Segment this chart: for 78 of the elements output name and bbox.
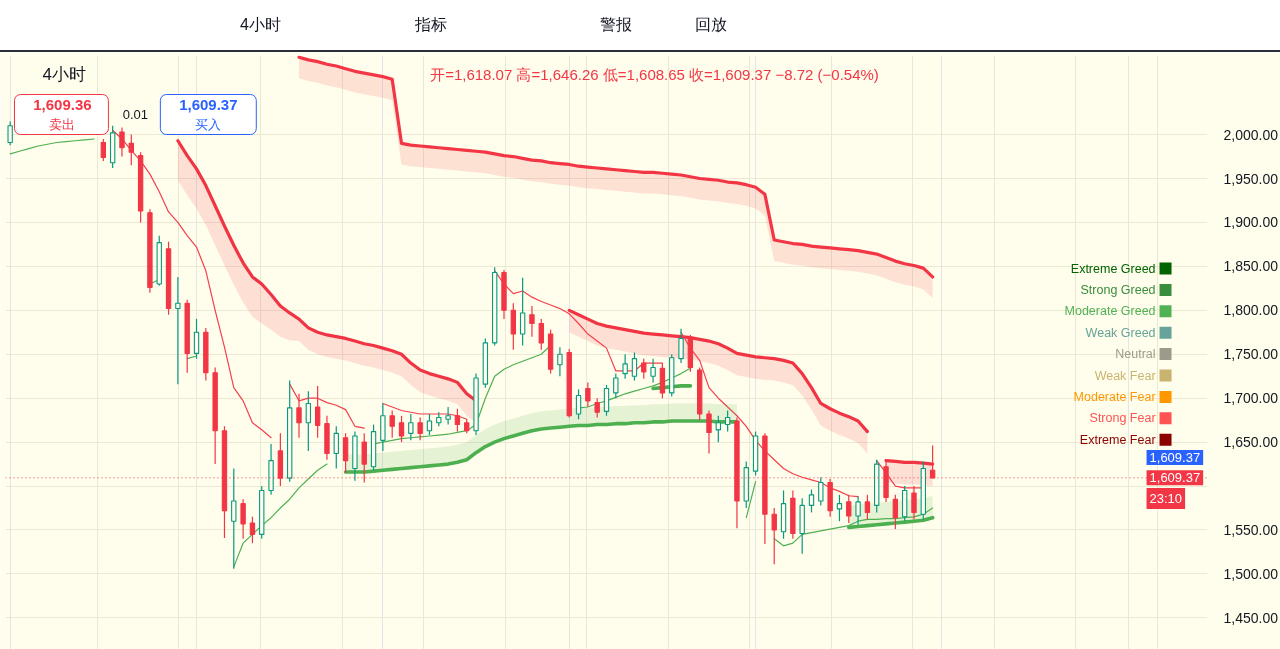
candlestick [231, 467, 237, 570]
y-tick-label: 2,000.00 [1223, 126, 1279, 143]
candlestick [715, 415, 722, 443]
candlestick [650, 358, 656, 383]
text: 回放 [695, 15, 727, 35]
candlestick [193, 318, 200, 360]
candlestick [454, 408, 461, 433]
candlestick [519, 277, 526, 347]
candlestick [389, 409, 395, 439]
ref-line-label: 1,609.37 [1149, 470, 1201, 486]
candlestick [333, 425, 339, 470]
candlestick [855, 496, 861, 526]
text: 指标 [415, 15, 447, 35]
candlestick [641, 358, 647, 380]
legend-label: Weak Fear [1094, 368, 1156, 383]
candlestick [529, 305, 535, 338]
y-tick-label: 1,700.00 [1223, 390, 1279, 407]
candlestick [622, 353, 628, 380]
text: 开=1,618.07 高=1,646.26 低=1,608.65 收=1,609.37 −8.72 (−0.54%) [430, 66, 879, 83]
text: 4小时 [240, 15, 281, 35]
annotation: 1,609.37 [179, 95, 238, 113]
annotation: 23:10 [1149, 491, 1183, 506]
legend-label: Extreme Fear [1079, 432, 1156, 447]
y-tick-label: 1,900.00 [1223, 214, 1279, 231]
y-tick-label: 1,550.00 [1223, 522, 1279, 538]
candlestick [864, 494, 871, 521]
candlestick [603, 384, 610, 417]
candlestick [724, 409, 731, 433]
legend-label: Weak Greed [1085, 325, 1156, 340]
candlestick [249, 516, 256, 544]
candlestick [305, 390, 312, 452]
y-tick-label: 1,800.00 [1223, 302, 1279, 319]
candlestick [585, 381, 591, 408]
candlestick [426, 413, 433, 436]
annotation: 1,609.37 [1149, 450, 1201, 465]
candlestick [445, 406, 451, 426]
candlestick [296, 393, 302, 439]
y-tick-label: 1,750.00 [1223, 346, 1279, 363]
candlestick [510, 302, 517, 351]
candlestick [771, 507, 777, 565]
y-tick-label: 1,950.00 [1223, 170, 1279, 187]
candlestick [818, 476, 824, 506]
legend-label: Moderate Fear [1073, 389, 1156, 404]
text: 警报 [600, 15, 632, 35]
annotation: 1,609.36 [33, 95, 92, 113]
candlestick [808, 488, 815, 514]
candlestick [398, 415, 405, 443]
y-tick-label: 1,850.00 [1223, 258, 1279, 275]
candlestick [314, 385, 321, 439]
candlestick [575, 388, 582, 420]
candlestick [342, 432, 349, 474]
candlestick [128, 133, 134, 166]
candlestick [613, 372, 619, 399]
legend-label: Extreme Greed [1070, 261, 1156, 276]
candlestick [678, 328, 684, 364]
candlestick [557, 346, 563, 377]
text: 4小时 [42, 65, 86, 84]
candlestick [836, 494, 843, 522]
candlestick [100, 138, 107, 162]
y-tick-label: 1,500.00 [1223, 565, 1279, 582]
legend-label: Moderate Greed [1064, 304, 1156, 319]
legend-label: Strong Fear [1089, 411, 1156, 426]
candlestick [175, 276, 181, 385]
annotation: 卖出 [49, 117, 76, 132]
candlestick [892, 494, 899, 530]
candlestick [417, 416, 423, 441]
candlestick [240, 498, 246, 540]
candlestick [408, 413, 414, 441]
candlestick [594, 397, 600, 419]
annotation: 0.01 [122, 107, 149, 122]
legend-label: Strong Greed [1080, 282, 1156, 297]
candlestick [706, 409, 712, 455]
legend-label: Neutral [1115, 347, 1156, 362]
y-tick-label: 1,450.00 [1223, 609, 1279, 626]
candlestick [538, 318, 544, 351]
candlestick [631, 351, 638, 382]
annotation: 买入 [195, 117, 222, 132]
y-tick-label: 1,650.00 [1223, 434, 1279, 451]
